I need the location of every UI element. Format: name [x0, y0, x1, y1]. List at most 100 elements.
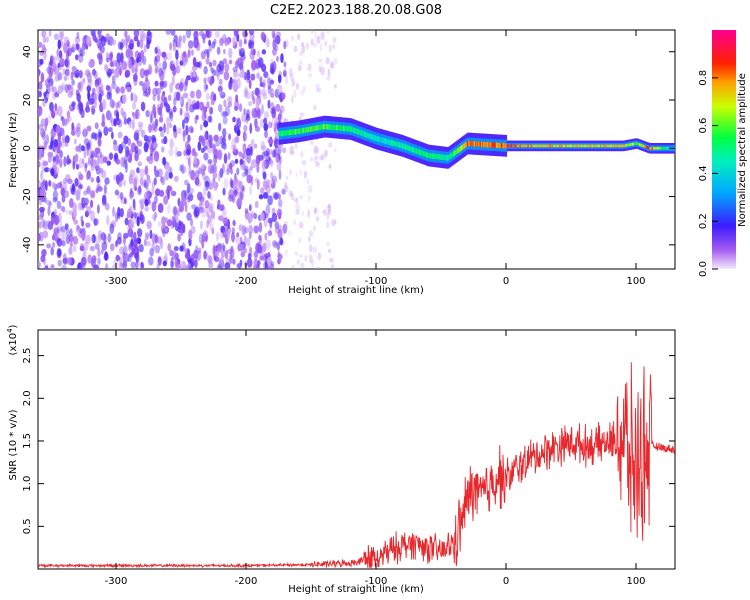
spectrogram-noise-cell [187, 49, 191, 59]
spectrogram-noise-cell [214, 250, 220, 257]
ridge-cell-core [329, 124, 332, 130]
spectrogram-noise-cell [138, 237, 142, 245]
ridge-cell-core [583, 144, 586, 148]
spectrogram-noise-cell [63, 156, 67, 167]
ridge-cell-core [647, 146, 649, 149]
spectrogram-noise-cell [48, 30, 52, 38]
ridge-cell-core [548, 144, 551, 148]
spectrogram-noise-cell [53, 235, 58, 241]
ridge-cell-core [395, 141, 398, 147]
spectrogram-noise-cell [118, 262, 123, 269]
spectrogram-noise-cell [306, 178, 310, 185]
spectrogram-noise-cell [186, 212, 192, 221]
spectrogram-noise-cell [74, 36, 81, 44]
spectrogram-noise-cell [270, 101, 275, 111]
spectrogram-noise-cell [252, 96, 256, 105]
spectrogram-noise-cell [239, 158, 244, 165]
spectrogram-noise-cell [43, 160, 49, 167]
ridge-cell-core [463, 143, 465, 149]
spectrogram-noise-cell [202, 145, 208, 151]
spectrogram-noise-cell [290, 193, 295, 200]
spectrogram-noise-cell [182, 34, 186, 44]
spectrogram-noise-cell [183, 149, 187, 157]
spectrogram-noise-cell [210, 210, 216, 220]
spectrogram-noise-cell [61, 132, 66, 142]
spectrogram-noise-cell [265, 204, 271, 216]
spectrogram-noise-cell [98, 94, 101, 102]
spectrogram-noise-cell [82, 198, 87, 205]
spectrogram-noise-cell [144, 78, 150, 89]
ridge-cell-core [427, 152, 429, 158]
spectrogram-noise-cell [120, 173, 125, 181]
spectrogram-noise-cell [47, 151, 54, 158]
spectrogram-noise-cell [233, 82, 239, 93]
spectrogram-noise-cell [246, 69, 251, 81]
spectrogram-noise-cell [185, 148, 191, 156]
spectrogram-noise-cell [103, 126, 109, 136]
spectrogram-noise-cell [222, 229, 227, 238]
spectrogram-noise-cell [166, 116, 170, 127]
spectrogram-noise-cell [172, 97, 177, 106]
spectrogram-noise-cell [185, 101, 189, 112]
spectrogram-noise-cell [78, 157, 84, 169]
spectrogram-noise-cell [227, 96, 233, 103]
snr-panel: -300 -200 -100 0 100 0.5 1.0 1.5 2.0 2.5 Height … [6, 324, 676, 595]
ridge-cell-core [347, 126, 350, 132]
spectrogram-noise-cell [115, 158, 121, 165]
spectrogram-noise-cell [241, 112, 247, 123]
spectrogram-noise-cell [301, 210, 305, 217]
spectrogram-noise-cell [253, 212, 258, 220]
spectrogram-noise-cell [307, 194, 311, 203]
snr-multiplier-base: (x10 [8, 333, 19, 356]
spectrogram-noise-cell [93, 218, 99, 226]
spectrogram-noise-cell [187, 258, 193, 264]
spectrogram-noise-cell [238, 151, 243, 157]
spectrogram-noise-cell [109, 61, 114, 68]
spectrogram-noise-cell [200, 163, 205, 170]
spectrogram-noise-cell [301, 159, 307, 166]
spectrogram-noise-cell [154, 118, 159, 128]
spectrogram-noise-cell [291, 81, 295, 87]
ridge-cell-core [518, 144, 520, 148]
spectrogram-noise-cell [267, 86, 272, 95]
spectrogram-noise-cell [106, 57, 110, 63]
spectrogram-noise-cell [158, 126, 163, 132]
spectrogram-noise-cell [298, 59, 303, 67]
spectrogram-noise-cell [45, 180, 48, 191]
spectrogram-noise-cell [270, 92, 275, 98]
spectrogram-noise-cell [239, 190, 244, 201]
ridge-cell-core [425, 152, 428, 158]
spectrogram-noise-cell [281, 188, 286, 195]
spectrogram-noise-cell [194, 259, 198, 269]
spectrogram-noise-cell [237, 57, 243, 68]
spectrogram-noise-cell [71, 43, 77, 53]
spectrogram-noise-cell [188, 40, 194, 49]
ridge-cell-core [563, 144, 566, 148]
spectrogram-noise-cell [76, 224, 80, 231]
ridge-cell-core [333, 124, 336, 131]
spectrogram-noise-cell [267, 99, 271, 109]
spectrogram-noise-cell [269, 67, 275, 74]
ridge-cell-core [472, 141, 475, 147]
ridge-cell-core [421, 150, 423, 156]
spectrogram-noise-cell [107, 39, 110, 46]
ridge-cell-core [633, 142, 635, 146]
spectrogram-noise-cell [262, 79, 266, 90]
spectrogram-noise-cell [275, 34, 281, 45]
ridge-cell-core [572, 144, 574, 148]
ridge-cell-core [338, 125, 340, 131]
ridge-cell-core [479, 141, 482, 147]
spectrogram-noise-cell [187, 98, 192, 106]
spectrogram-noise-cell [151, 123, 156, 132]
spectrogram-noise-cell [176, 150, 182, 157]
spectrogram-noise-cell [50, 264, 55, 269]
spectrogram-noise-cell [235, 94, 239, 103]
spectrogram-noise-cell [125, 38, 128, 49]
spectrogram-noise-cell [213, 181, 217, 187]
spectrogram-noise-cell [56, 105, 63, 117]
spectrogram-noise-cell [318, 65, 322, 73]
spectrogram-noise-cell [179, 60, 184, 66]
spectrogram-noise-cell [233, 69, 239, 78]
spectrogram-noise-cell [90, 190, 96, 199]
spectrogram-noise-cell [86, 125, 92, 132]
